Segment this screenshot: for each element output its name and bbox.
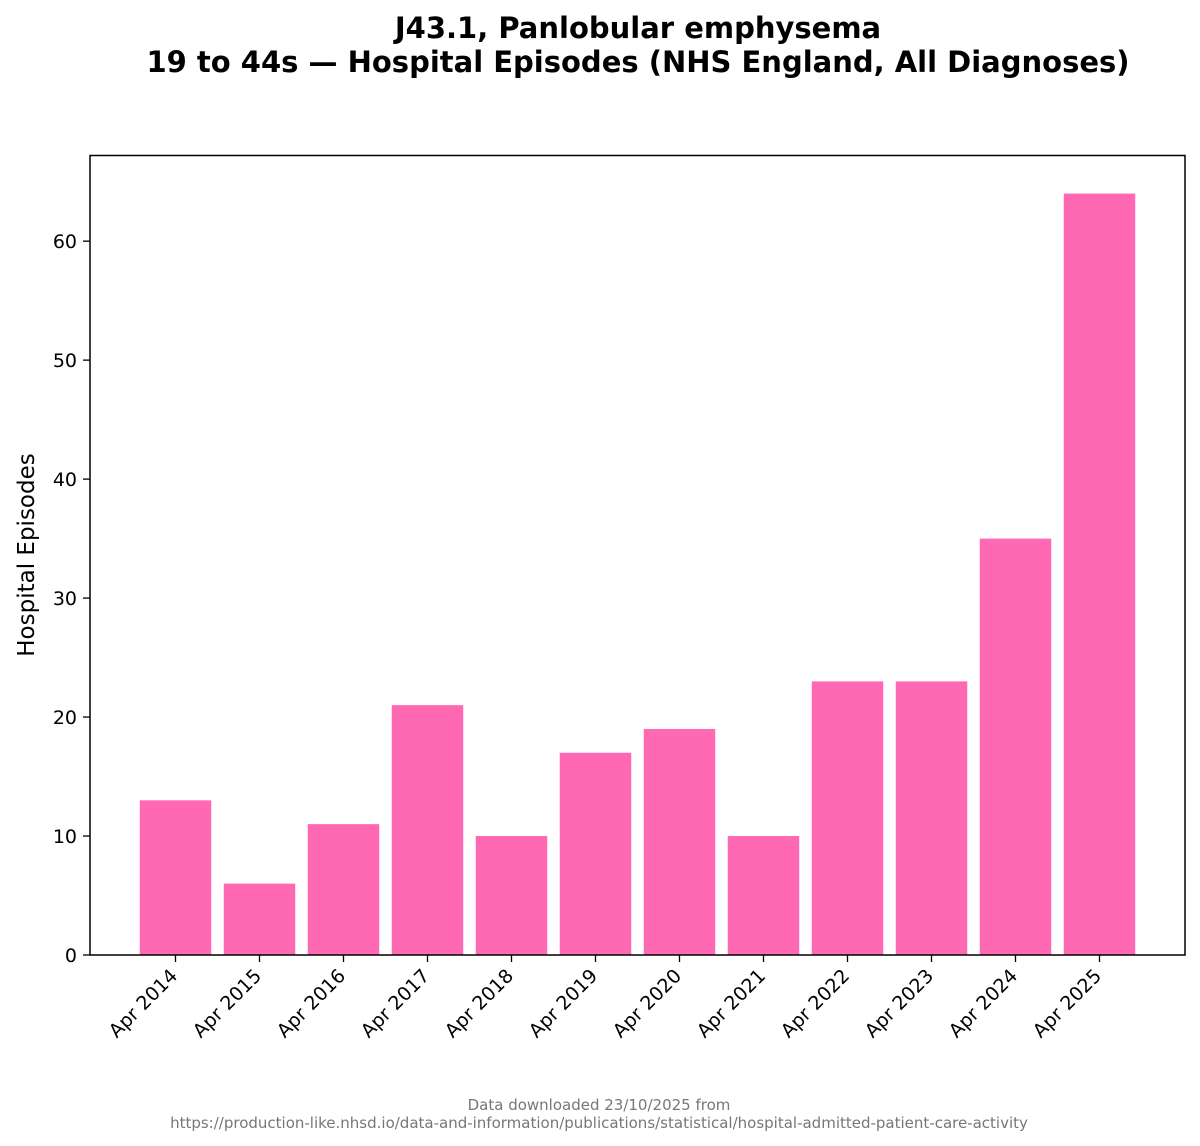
bar-series [139, 193, 1136, 955]
y-tick-label: 50 [53, 350, 77, 372]
y-tick-label: 0 [65, 945, 77, 967]
footer-source-line1: Data downloaded 23/10/2025 from [468, 1096, 731, 1114]
y-tick-label: 40 [53, 469, 77, 491]
y-tick-label: 60 [53, 231, 77, 253]
x-tick-label: Apr 2025 [1029, 965, 1106, 1042]
x-tick-label: Apr 2022 [777, 965, 854, 1042]
bar-apr-2016 [307, 824, 380, 955]
bar-apr-2025 [1063, 193, 1136, 955]
y-tick-label: 10 [53, 826, 77, 848]
bar-apr-2019 [559, 752, 632, 955]
bar-apr-2014 [139, 800, 212, 955]
bar-apr-2022 [811, 681, 884, 955]
y-axis-label: Hospital Episodes [14, 453, 40, 656]
y-tick-label: 20 [53, 707, 77, 729]
chart-title-line2: 19 to 44s — Hospital Episodes (NHS Engla… [146, 45, 1129, 79]
x-tick-label: Apr 2018 [441, 965, 518, 1042]
plot-frame [89, 154, 1186, 956]
x-axis-ticks: Apr 2014 Apr 2015 Apr 2016 Apr 2017 Apr 2018… [105, 955, 1106, 1042]
x-tick-label: Apr 2015 [189, 965, 266, 1042]
bar-apr-2023 [895, 681, 968, 955]
x-tick-label: Apr 2024 [945, 965, 1022, 1042]
footer-source-line2: https://production-like.nhsd.io/data-and… [170, 1114, 1028, 1132]
x-tick-label: Apr 2021 [693, 965, 770, 1042]
bar-apr-2015 [223, 883, 296, 955]
x-tick-label: Apr 2016 [273, 965, 350, 1042]
x-tick-label: Apr 2023 [861, 965, 938, 1042]
x-tick-label: Apr 2019 [525, 965, 602, 1042]
bar-apr-2018 [475, 836, 548, 955]
x-tick-label: Apr 2014 [105, 965, 182, 1042]
bar-apr-2020 [643, 728, 716, 955]
y-tick-label: 30 [53, 588, 77, 610]
y-axis-ticks: 0 10 20 30 40 50 60 [53, 231, 90, 967]
chart-title-line1: J43.1, Panlobular emphysema [393, 11, 881, 45]
x-tick-label: Apr 2020 [609, 965, 686, 1042]
x-tick-label: Apr 2017 [357, 965, 434, 1042]
bar-apr-2024 [979, 538, 1052, 955]
bar-apr-2021 [727, 836, 800, 955]
bar-apr-2017 [391, 705, 464, 955]
